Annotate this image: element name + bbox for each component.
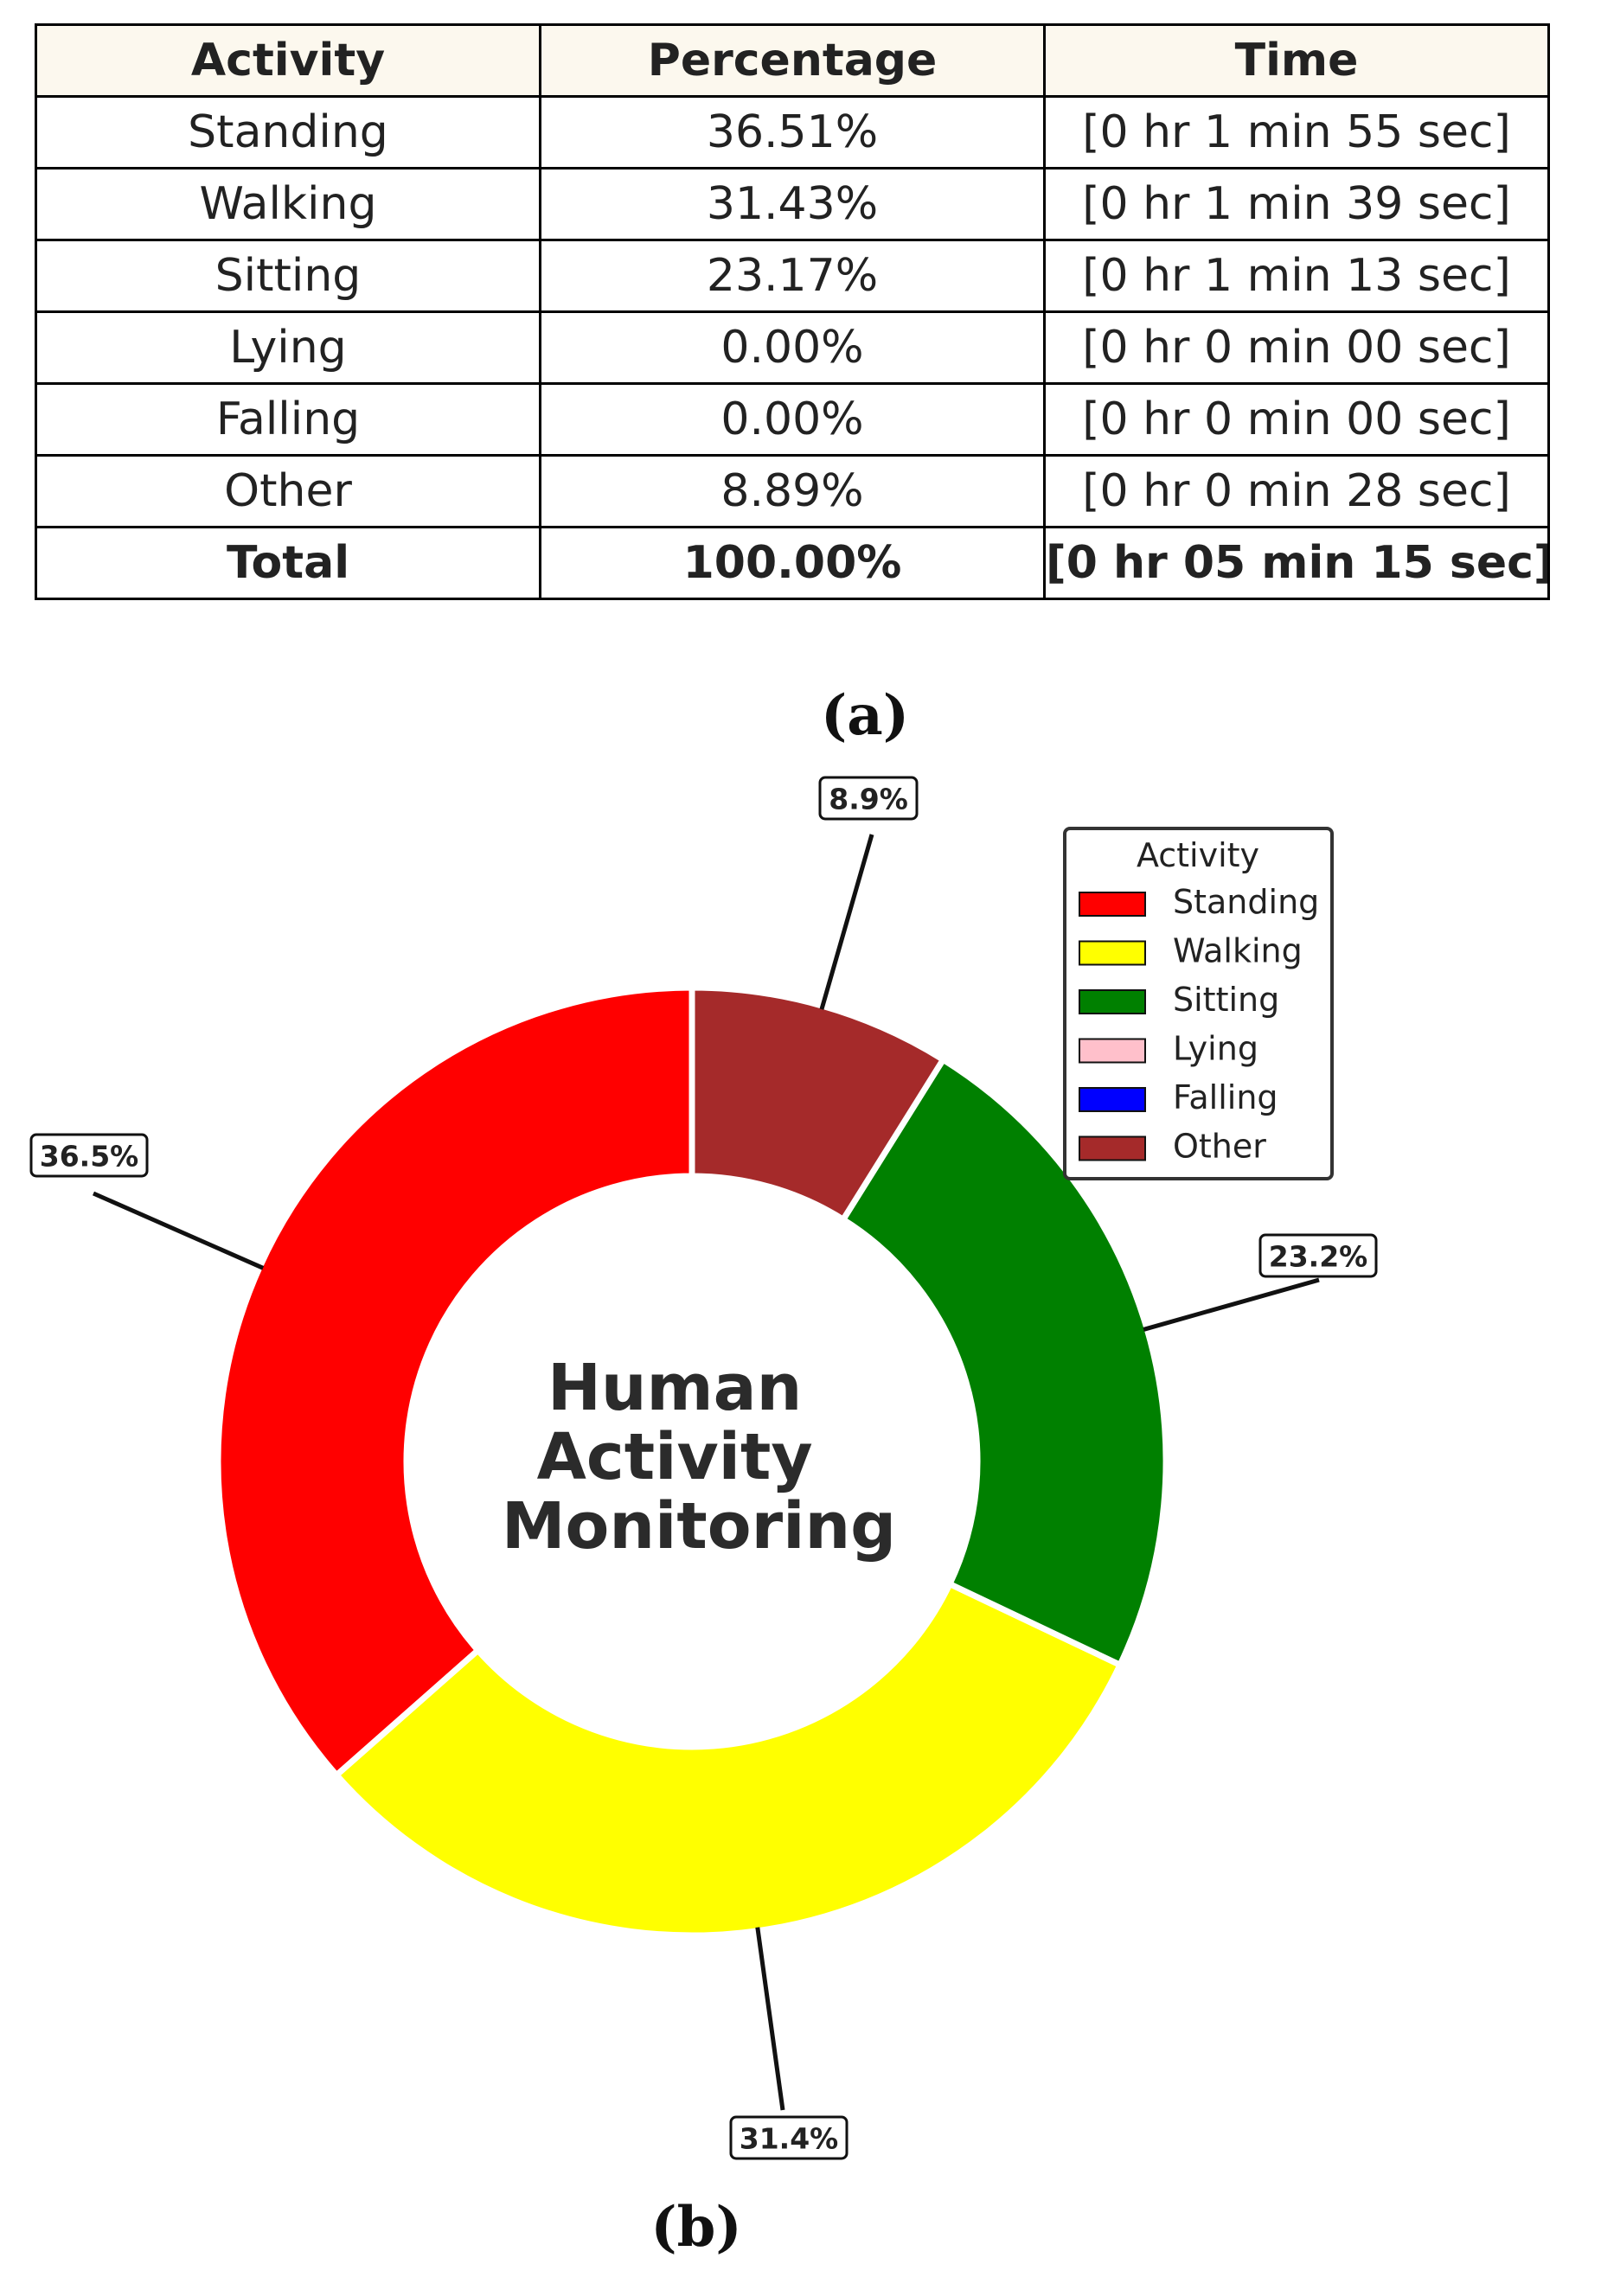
slice-label-box <box>818 776 919 821</box>
cell-activity: Sitting <box>35 239 541 313</box>
leader-line-standing <box>92 1191 265 1270</box>
legend-swatch-walking <box>1079 940 1146 966</box>
legend-swatch-falling <box>1079 1087 1146 1112</box>
header-percentage: Percentage <box>539 23 1046 98</box>
leader-line-sitting <box>1143 1277 1320 1332</box>
cell-time: [0 hr 0 min 28 sec] <box>1043 454 1550 528</box>
total-activity: Total <box>35 526 541 600</box>
cell-time: [0 hr 0 min 00 sec] <box>1043 382 1550 457</box>
cell-activity: Lying <box>35 310 541 385</box>
center-title-line: Activity <box>537 1420 813 1494</box>
legend-label-standing: Standing <box>1173 883 1319 921</box>
legend-label-lying: Lying <box>1173 1030 1258 1068</box>
cell-time: [0 hr 1 min 13 sec] <box>1043 239 1550 313</box>
donut-slice-sitting <box>840 1056 1169 1668</box>
legend-label-walking: Walking <box>1173 932 1303 970</box>
cell-percentage: 36.51% <box>539 95 1046 169</box>
table-row: Falling 0.00% [0 hr 0 min 00 sec] <box>35 382 1550 457</box>
chart-legend: Activity Standing Walking Sitting Lying Fall… <box>1063 827 1334 1180</box>
slice-label-text: 31.4% <box>740 2122 839 2156</box>
table-row: Walking 31.43% [0 hr 1 min 39 sec] <box>35 167 1550 241</box>
legend-swatch-standing <box>1079 892 1146 917</box>
cell-activity: Standing <box>35 95 541 169</box>
cell-activity: Falling <box>35 382 541 457</box>
total-time: [0 hr 05 min 15 sec] <box>1043 526 1550 600</box>
legend-label-falling: Falling <box>1173 1078 1278 1116</box>
donut-slice-walking <box>333 1581 1124 1939</box>
center-title-line: Monitoring <box>502 1489 896 1564</box>
slice-label-box <box>1258 1233 1378 1278</box>
slice-label-sitting: 23.2% <box>1258 1233 1378 1278</box>
table-row: Standing 36.51% [0 hr 1 min 55 sec] <box>35 95 1550 169</box>
legend-swatch-lying <box>1079 1038 1146 1064</box>
table-total-row: Total 100.00% [0 hr 05 min 15 sec] <box>35 526 1550 600</box>
slice-label-text: 23.2% <box>1269 1240 1368 1274</box>
leader-lines-layer <box>92 834 1320 2111</box>
leader-line-other <box>819 834 874 1010</box>
center-title-line: Human <box>548 1351 802 1425</box>
cell-percentage: 23.17% <box>539 239 1046 313</box>
leader-line-walking <box>755 1927 785 2111</box>
legend-swatch-sitting <box>1079 989 1146 1014</box>
table-row: Lying 0.00% [0 hr 0 min 00 sec] <box>35 310 1550 385</box>
table-row: Other 8.89% [0 hr 0 min 28 sec] <box>35 454 1550 528</box>
legend-swatch-other <box>1079 1135 1146 1161</box>
slice-label-text: 8.9% <box>829 783 908 816</box>
slice-label-standing: 36.5% <box>29 1133 149 1178</box>
slice-label-box <box>29 1133 149 1178</box>
legend-label-sitting: Sitting <box>1173 981 1279 1019</box>
slice-labels-layer: 36.5% 31.4% 23.2% 8.9% <box>29 776 1378 2160</box>
cell-percentage: 0.00% <box>539 382 1046 457</box>
legend-label-other: Other <box>1173 1128 1266 1166</box>
header-time: Time <box>1043 23 1550 98</box>
chart-center-title: Human Activity Monitoring <box>502 1351 896 1564</box>
cell-time: [0 hr 1 min 39 sec] <box>1043 167 1550 241</box>
activity-table: Activity Percentage Time Standing 36.51%… <box>35 23 1550 600</box>
cell-percentage: 8.89% <box>539 454 1046 528</box>
donut-slice-other <box>688 984 946 1223</box>
caption-b: (b) <box>650 2195 742 2260</box>
slice-label-walking: 31.4% <box>729 2115 849 2160</box>
cell-time: [0 hr 0 min 00 sec] <box>1043 310 1550 385</box>
slice-label-box <box>729 2115 849 2160</box>
cell-activity: Other <box>35 454 541 528</box>
cell-percentage: 0.00% <box>539 310 1046 385</box>
cell-time: [0 hr 1 min 55 sec] <box>1043 95 1550 169</box>
slice-label-text: 36.5% <box>40 1140 139 1174</box>
cell-percentage: 31.43% <box>539 167 1046 241</box>
table-header-row: Activity Percentage Time <box>35 23 1550 98</box>
caption-a: (a) <box>820 683 910 748</box>
legend-items: Standing Walking Sitting Lying Falling Other <box>1079 883 1319 1166</box>
donut-slice-standing <box>215 984 695 1779</box>
slices-layer <box>215 984 1169 1939</box>
total-percentage: 100.00% <box>539 526 1046 600</box>
table-row: Sitting 23.17% [0 hr 1 min 13 sec] <box>35 239 1550 313</box>
cell-activity: Walking <box>35 167 541 241</box>
slice-label-other: 8.9% <box>818 776 919 821</box>
header-activity: Activity <box>35 23 541 98</box>
legend-title: Activity <box>1137 836 1259 874</box>
